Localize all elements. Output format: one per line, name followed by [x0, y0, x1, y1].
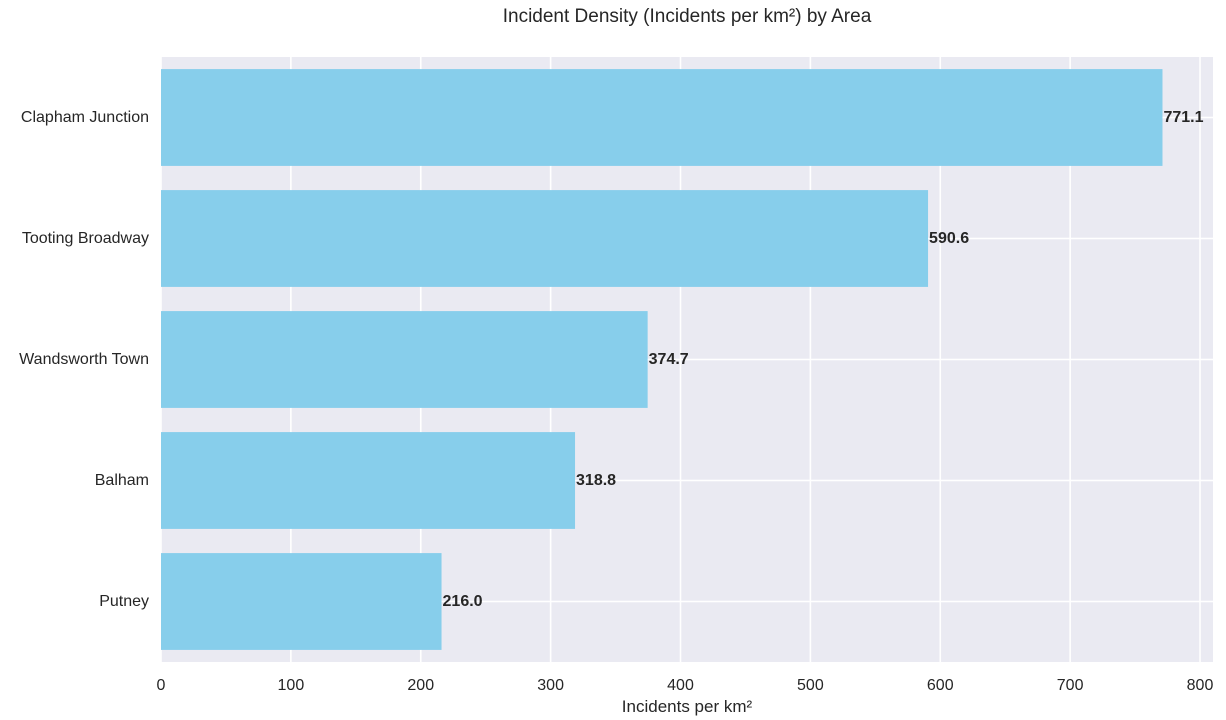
bar [161, 311, 648, 408]
bar [161, 69, 1163, 166]
x-tick-label: 300 [537, 677, 564, 694]
bar [161, 432, 576, 529]
y-tick-label: Wandsworth Town [19, 351, 149, 368]
bar-value-label: 771.1 [1163, 109, 1203, 126]
y-tick-label: Putney [99, 593, 149, 610]
x-tick-label: 600 [927, 677, 954, 694]
bar-value-label: 318.8 [576, 472, 616, 489]
bar [161, 190, 929, 287]
bar [161, 553, 442, 650]
bars [161, 69, 1163, 650]
y-axis-tick-labels: Clapham Junction Tooting Broadway Wandswor… [19, 109, 149, 610]
x-tick-label: 100 [278, 677, 305, 694]
x-tick-label: 800 [1187, 677, 1214, 694]
x-tick-label: 700 [1057, 677, 1084, 694]
x-tick-label: 200 [407, 677, 434, 694]
bar-value-label: 590.6 [929, 230, 969, 247]
x-axis-tick-labels: 0 100 200 300 400 500 600 700 800 [157, 677, 1214, 694]
x-axis-label: Incidents per km² [622, 697, 753, 716]
bar-value-label: 374.7 [649, 351, 689, 368]
x-tick-label: 500 [797, 677, 824, 694]
y-tick-label: Clapham Junction [21, 109, 149, 126]
y-tick-label: Tooting Broadway [22, 230, 149, 247]
chart-title: Incident Density (Incidents per km²) by … [503, 6, 872, 27]
value-labels: 771.1 590.6 374.7 318.8 216.0 [443, 109, 1204, 610]
y-tick-label: Balham [95, 472, 149, 489]
bar-value-label: 216.0 [443, 593, 483, 610]
x-tick-label: 400 [667, 677, 694, 694]
x-tick-label: 0 [157, 677, 166, 694]
